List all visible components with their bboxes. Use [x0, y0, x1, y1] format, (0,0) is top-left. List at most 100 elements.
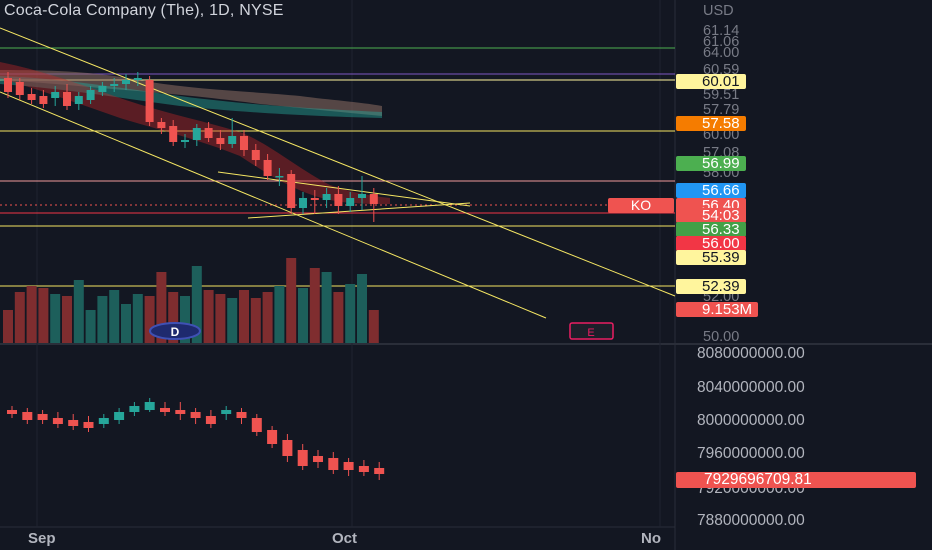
volume-bars — [3, 258, 379, 343]
volume-bar — [3, 310, 13, 343]
candle — [322, 194, 331, 200]
volume-bar — [262, 292, 273, 343]
volume-bar — [298, 288, 308, 343]
candle — [275, 176, 284, 178]
candle — [15, 82, 24, 95]
candle — [192, 128, 201, 140]
candle — [160, 408, 170, 412]
volume-bar — [309, 268, 320, 343]
price-tag-level[interactable]: 56.66 — [676, 183, 746, 198]
candle — [52, 418, 63, 424]
price-scale-label: 64.00 — [703, 45, 740, 61]
volume-bar — [50, 294, 61, 343]
volume-bar — [333, 292, 344, 343]
volume-bar — [191, 266, 202, 343]
volume-bar — [345, 284, 356, 343]
indicator-candles — [7, 398, 385, 480]
candle — [369, 194, 378, 204]
candle — [7, 410, 17, 414]
candle — [267, 430, 278, 444]
candle — [251, 418, 262, 432]
time-axis-label: Oct — [332, 530, 358, 547]
dividend-marker[interactable]: D — [149, 322, 201, 340]
candle — [157, 122, 166, 128]
countdown-tag: 54:03 — [676, 208, 746, 223]
price-scale-label: 60.00 — [703, 127, 740, 143]
candle — [144, 402, 155, 410]
candle — [228, 136, 237, 144]
price-tag-level[interactable]: 56.00 — [676, 236, 746, 251]
indicator-scale-label: 7960000000.00 — [697, 445, 805, 462]
currency-label: USD — [703, 3, 734, 19]
trendline-lower[interactable] — [0, 91, 547, 319]
candle — [287, 174, 296, 208]
volume-bar — [26, 286, 37, 343]
volume-bar — [132, 294, 143, 343]
candle — [37, 414, 48, 420]
price-candles — [4, 72, 378, 222]
candle — [98, 418, 109, 424]
ma-ribbon-teal — [0, 76, 382, 118]
volume-bar — [73, 280, 84, 343]
ma-ribbon-upper — [0, 70, 382, 116]
candle — [51, 92, 60, 98]
price-scale-label: 60.59 — [703, 62, 740, 78]
price-tag-level[interactable]: 56.99 — [676, 156, 746, 171]
volume-bar — [144, 296, 155, 343]
chart-title: Coca-Cola Company (The), 1D, NYSE — [4, 2, 284, 19]
volume-bar — [168, 292, 179, 343]
price-tag-level[interactable]: 56.33 — [676, 222, 746, 237]
price-tag-level[interactable]: 55.39 — [676, 250, 746, 265]
price-scale-label: 50.00 — [703, 329, 740, 345]
time-axis-label: Sep — [28, 530, 56, 547]
trendline-wedge-bottom[interactable] — [247, 202, 471, 219]
candle — [175, 410, 186, 414]
candle — [68, 420, 79, 426]
price-scale-label: 61.06 — [703, 34, 740, 50]
price-scale-label: 57.79 — [703, 102, 740, 118]
price-tag-level[interactable]: 52.39 — [676, 279, 746, 294]
volume-bar — [62, 296, 72, 343]
volume-bar — [156, 272, 167, 343]
candle — [328, 458, 339, 470]
time-axis-label: No — [641, 530, 661, 547]
indicator-scale-label: 8040000000.00 — [697, 379, 805, 396]
price-tag-level[interactable]: 57.58 — [676, 116, 746, 131]
candle — [251, 150, 260, 160]
candle — [343, 462, 354, 470]
volume-bar — [250, 298, 261, 343]
candle — [299, 198, 307, 208]
symbol-tag[interactable]: KO — [608, 198, 674, 213]
candle — [98, 86, 107, 92]
trendline-wedge-top[interactable] — [217, 171, 471, 207]
earnings-marker[interactable]: E — [569, 322, 614, 340]
candle — [145, 80, 154, 122]
candle — [310, 198, 319, 200]
volume-bar — [239, 290, 249, 343]
volume-bar — [180, 296, 190, 343]
volume-bar — [286, 258, 297, 343]
candle — [216, 138, 225, 144]
indicator-scale-label: 7880000000.00 — [697, 512, 805, 529]
volume-bar — [14, 292, 25, 343]
candle — [86, 90, 95, 100]
indicator-last-value-tag[interactable]: 7929696709.81 — [676, 472, 916, 488]
candle — [334, 194, 343, 206]
candle — [263, 160, 272, 176]
volume-bar — [203, 290, 214, 343]
volume-bar — [109, 290, 120, 343]
candle — [129, 406, 140, 412]
candle — [169, 126, 178, 142]
volume-tag: 9.153M — [676, 302, 759, 317]
candle — [346, 198, 355, 206]
indicator-scale-label: 8080000000.00 — [697, 345, 805, 362]
volume-bar — [85, 310, 96, 343]
earnings-marker-label: E — [587, 327, 594, 339]
candle — [297, 450, 308, 466]
price-tag-level[interactable]: 60.01 — [676, 74, 746, 89]
trendline-upper[interactable] — [0, 27, 676, 297]
volume-bar — [368, 310, 379, 343]
candle — [240, 136, 248, 150]
dividend-marker-label: D — [171, 325, 180, 339]
